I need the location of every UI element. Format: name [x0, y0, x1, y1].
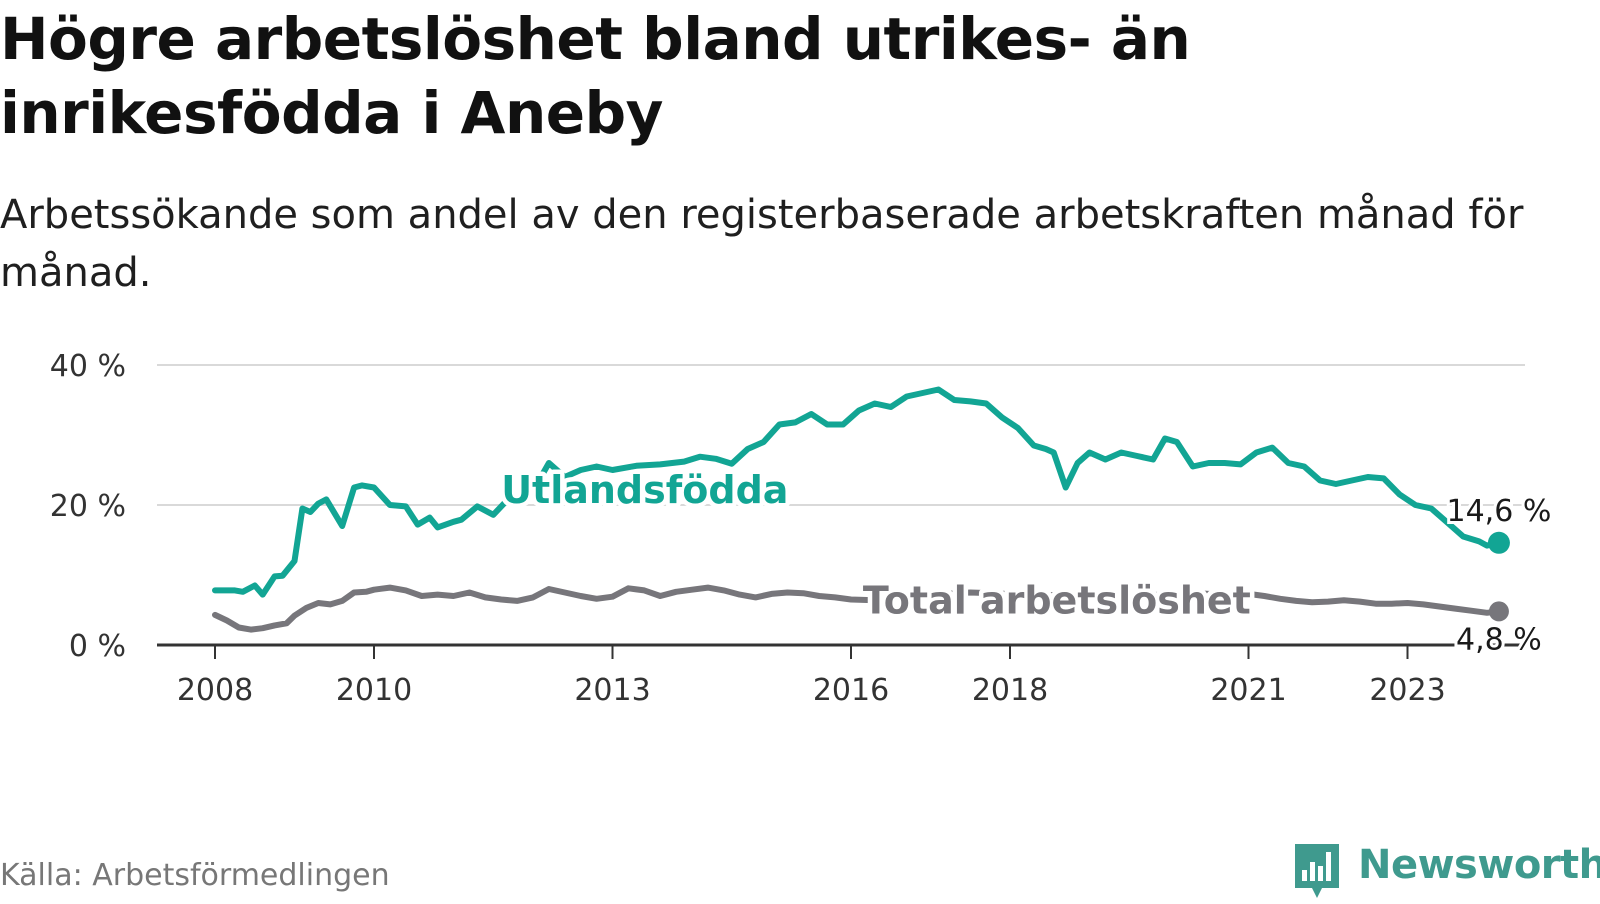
x-tick-label-2018: 2018 — [972, 673, 1048, 708]
series-line-total — [212, 584, 1502, 633]
brand-name: Newsworthy — [1358, 842, 1600, 888]
y-tick-label-40: 40 % — [50, 349, 126, 384]
series-end-point-total — [1488, 601, 1509, 622]
y-tick-label-20: 20 % — [50, 489, 126, 524]
newsworthy-logo-icon — [1295, 844, 1339, 898]
series-name-label-total: Total arbetslöshet — [863, 579, 1251, 623]
y-tick-label-0: 0 % — [69, 629, 126, 664]
series-lines — [212, 386, 1510, 633]
chart-subtitle: Arbetssökande som andel av den registerb… — [0, 192, 1524, 296]
x-tick-label-2016: 2016 — [813, 673, 889, 708]
grid-layer — [157, 364, 1525, 647]
series-end-point-utlandsfodda — [1487, 531, 1510, 554]
x-tick-label-2021: 2021 — [1210, 673, 1286, 708]
x-tick-label-2023: 2023 — [1369, 673, 1445, 708]
end-value-label-total: 4,8 % — [1456, 622, 1542, 657]
end-value-label-utlandsfodda: 14,6 % — [1447, 494, 1552, 529]
series-name-label-utlandsfodda: Utlandsfödda — [501, 468, 788, 512]
x-axis-ticks: 2008 2010 2013 2016 2018 2021 2023 — [177, 645, 1446, 708]
x-tick-label-2013: 2013 — [574, 673, 650, 708]
y-axis-ticks: 0 % 20 % 40 % — [50, 349, 126, 664]
series-line-utlandsfodda — [212, 386, 1502, 598]
x-tick-label-2008: 2008 — [177, 673, 253, 708]
x-tick-label-2010: 2010 — [336, 673, 412, 708]
source-credit: Källa: Arbetsförmedlingen — [0, 858, 390, 893]
brand-logo: Newsworthy — [1292, 842, 1600, 904]
chart-title: Högre arbetslöshet bland utrikes- än inr… — [0, 5, 1191, 147]
series-labels: 14,6 % 4,8 % Utlandsfödda Total arbetslöshe… — [497, 463, 1555, 660]
